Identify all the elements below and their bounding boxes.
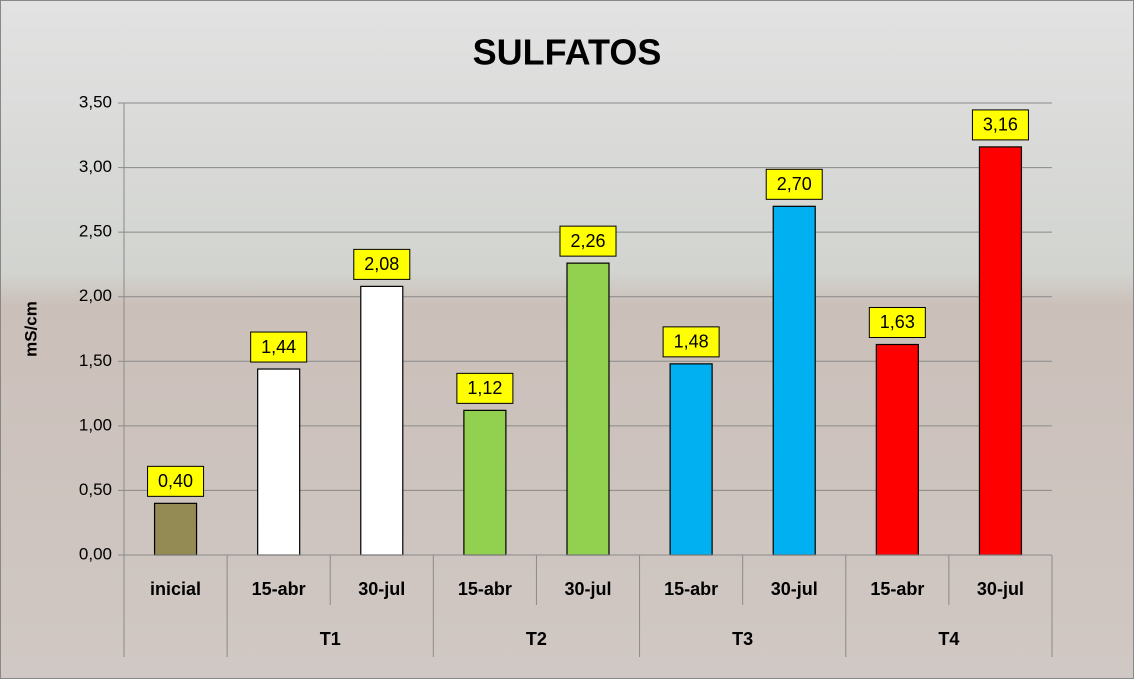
x-tick-label: 15-abr [870, 579, 924, 599]
y-tick-label: 3,50 [79, 92, 112, 111]
y-tick-label: 1,00 [79, 415, 112, 434]
x-tick-label: inicial [150, 579, 201, 599]
value-label-box [868, 306, 926, 338]
value-label: 1,44 [261, 337, 296, 357]
value-label-box [147, 465, 205, 497]
x-tick-label: 30-jul [977, 579, 1024, 599]
y-tick-label: 0,50 [79, 480, 112, 499]
x-tick-label: 15-abr [252, 579, 306, 599]
value-label-box [559, 225, 617, 257]
bar [669, 363, 713, 556]
group-label: T2 [526, 629, 547, 649]
value-label: 1,63 [880, 312, 915, 332]
x-tick-label: 30-jul [358, 579, 405, 599]
bar [153, 502, 198, 556]
group-label: T1 [320, 629, 341, 649]
bar [463, 409, 507, 556]
value-label-box [662, 326, 720, 358]
value-label: 3,16 [983, 115, 1018, 135]
bar [360, 285, 404, 556]
bar [257, 368, 301, 556]
value-label: 2,70 [777, 174, 812, 194]
value-label-box [250, 331, 308, 363]
value-label: 2,08 [364, 254, 399, 274]
bar [772, 205, 816, 556]
value-label: 0,40 [158, 471, 193, 491]
y-axis-label: mS/cm [21, 301, 40, 357]
group-label: T3 [732, 629, 753, 649]
value-label-box [765, 168, 823, 200]
bar [566, 262, 610, 556]
value-label-box [456, 372, 514, 404]
bar [978, 146, 1023, 556]
x-tick-label: 15-abr [458, 579, 512, 599]
value-label: 1,12 [467, 378, 502, 398]
y-tick-label: 1,50 [79, 351, 112, 370]
x-tick-label: 30-jul [564, 579, 611, 599]
y-tick-label: 2,00 [79, 286, 112, 305]
y-tick-label: 2,50 [79, 222, 112, 241]
value-label: 1,48 [674, 332, 709, 352]
bar [875, 343, 919, 556]
value-label: 2,26 [570, 231, 605, 251]
chart-title: SULFATOS [473, 32, 662, 73]
y-tick-label: 0,00 [79, 544, 112, 563]
x-tick-label: 15-abr [664, 579, 718, 599]
value-label-box [353, 248, 411, 280]
x-tick-label: 30-jul [771, 579, 818, 599]
y-tick-label: 3,00 [79, 157, 112, 176]
value-label-box [971, 109, 1029, 141]
group-label: T4 [938, 629, 959, 649]
